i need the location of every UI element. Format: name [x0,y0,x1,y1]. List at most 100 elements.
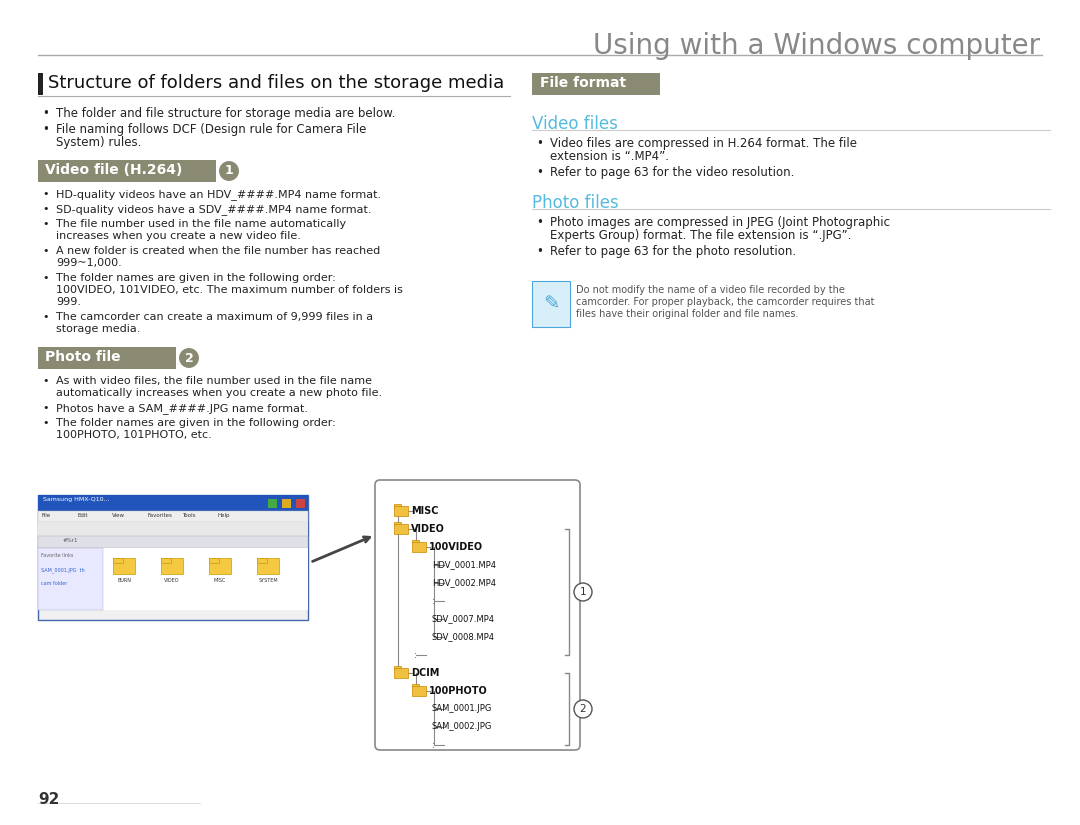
Text: VIDEO: VIDEO [164,578,179,583]
Text: •: • [536,245,543,258]
Text: File naming follows DCF (Design rule for Camera File: File naming follows DCF (Design rule for… [56,123,366,136]
Circle shape [573,700,592,718]
Bar [210,558,231,574]
Text: 2: 2 [185,351,193,365]
Text: 100VIDEO, 101VIDEO, etc. The maximum number of folders is: 100VIDEO, 101VIDEO, etc. The maximum num… [56,285,403,295]
Text: automatically increases when you create a new photo file.: automatically increases when you create … [56,388,382,398]
Text: •: • [42,403,49,413]
Text: Favorite links: Favorite links [41,553,73,558]
Bar [411,540,419,544]
Text: BURN: BURN [117,578,131,583]
Text: Favorites: Favorites [147,513,172,518]
Text: The folder names are given in the following order:: The folder names are given in the follow… [56,418,336,428]
Bar [38,536,308,548]
Bar [38,548,103,610]
Bar [257,558,279,574]
Text: Samsung HMX-Q10...: Samsung HMX-Q10... [43,497,109,502]
Bar [394,506,408,516]
Bar [257,558,267,563]
Text: •: • [536,166,543,179]
Text: DCIM: DCIM [411,668,440,678]
Text: Refer to page 63 for the video resolution.: Refer to page 63 for the video resolutio… [550,166,795,179]
Bar [394,522,401,526]
FancyBboxPatch shape [375,480,580,750]
Bar [38,73,43,95]
Bar [38,160,216,182]
Circle shape [218,160,240,182]
Text: 999.: 999. [56,297,81,307]
Bar [532,281,570,327]
Text: Experts Group) format. The file extension is “.JPG”.: Experts Group) format. The file extensio… [550,229,851,242]
Text: •: • [42,273,49,283]
Bar [411,542,426,552]
Text: Photo files: Photo files [532,194,619,212]
Text: MISC: MISC [411,506,438,516]
Text: 100VIDEO: 100VIDEO [429,542,483,552]
Bar [411,686,426,696]
Text: storage media.: storage media. [56,324,140,334]
Text: The folder names are given in the following order:: The folder names are given in the follow… [56,273,336,283]
Text: •: • [42,312,49,322]
Text: As with video files, the file number used in the file name: As with video files, the file number use… [56,376,372,386]
Bar [161,558,183,574]
Text: View: View [112,513,125,518]
Text: SAM_0001.JPG  th: SAM_0001.JPG th [41,567,84,573]
Text: •: • [42,204,49,214]
Bar [113,558,123,563]
Text: files have their original folder and file names.: files have their original folder and fil… [576,309,798,319]
Text: 999~1,000.: 999~1,000. [56,258,122,268]
Circle shape [178,347,200,369]
Text: •: • [536,137,543,150]
Text: 2: 2 [580,704,586,714]
Bar [38,347,176,369]
Bar [113,558,135,574]
Text: •: • [42,418,49,428]
Text: The folder and file structure for storage media are below.: The folder and file structure for storag… [56,107,395,120]
Text: System) rules.: System) rules. [56,136,141,149]
Text: •: • [42,219,49,229]
Bar [38,495,308,620]
Text: A new folder is created when the file number has reached: A new folder is created when the file nu… [56,246,380,256]
Text: Photo file: Photo file [45,350,125,364]
Bar [394,668,408,678]
Text: 1: 1 [225,164,233,177]
Text: •: • [42,376,49,386]
Text: Video files are compressed in H.264 format. The file: Video files are compressed in H.264 form… [550,137,858,150]
Bar [532,73,660,95]
Text: HDV_0001.MP4: HDV_0001.MP4 [432,560,496,569]
Text: ✎: ✎ [543,295,559,314]
Text: VIDEO: VIDEO [411,524,445,534]
Text: SYSTEM: SYSTEM [258,578,278,583]
Text: MISC: MISC [214,578,226,583]
Text: SDV_0007.MP4: SDV_0007.MP4 [432,614,495,623]
Text: Photo images are compressed in JPEG (Joint Photographic: Photo images are compressed in JPEG (Joi… [550,216,890,229]
Text: 100PHOTO: 100PHOTO [429,686,488,696]
Text: #%r1: #%r1 [63,538,79,543]
Bar [394,504,401,508]
Bar [394,524,408,534]
Text: increases when you create a new video file.: increases when you create a new video fi… [56,231,301,241]
Text: •: • [42,107,49,120]
Bar [38,548,308,610]
Text: 100PHOTO, 101PHOTO, etc.: 100PHOTO, 101PHOTO, etc. [56,430,212,440]
Text: Edit: Edit [77,513,87,518]
Text: camcorder. For proper playback, the camcorder requires that: camcorder. For proper playback, the camc… [576,297,875,307]
Text: SD-quality videos have a SDV_####.MP4 name format.: SD-quality videos have a SDV_####.MP4 na… [56,204,372,215]
Text: :: : [414,650,417,660]
Text: Structure of folders and files on the storage media: Structure of folders and files on the st… [48,74,504,92]
Text: SAM_0001.JPG: SAM_0001.JPG [432,704,492,713]
Text: Using with a Windows computer: Using with a Windows computer [593,32,1040,60]
Text: Photos have a SAM_####.JPG name format.: Photos have a SAM_####.JPG name format. [56,403,308,414]
Text: HDV_0002.MP4: HDV_0002.MP4 [432,578,496,587]
Bar [38,511,308,522]
Text: Refer to page 63 for the photo resolution.: Refer to page 63 for the photo resolutio… [550,245,796,258]
Bar [210,558,219,563]
Bar [411,684,419,688]
Bar [282,499,291,508]
Text: Do not modify the name of a video file recorded by the: Do not modify the name of a video file r… [576,285,845,295]
Text: File: File [42,513,51,518]
Text: •: • [42,123,49,136]
Text: •: • [536,216,543,229]
Text: •: • [42,189,49,199]
Text: The file number used in the file name automatically: The file number used in the file name au… [56,219,346,229]
